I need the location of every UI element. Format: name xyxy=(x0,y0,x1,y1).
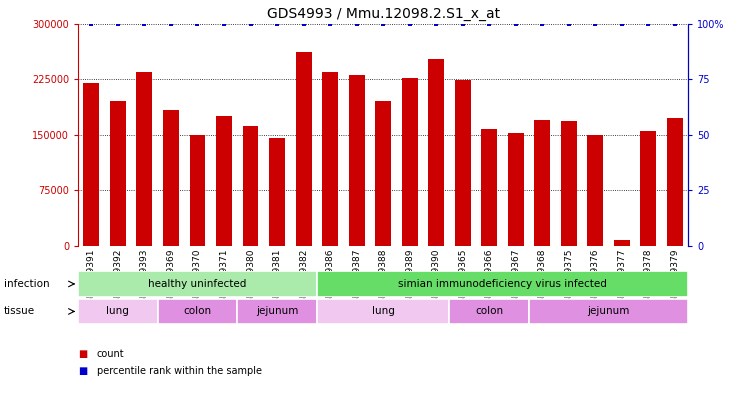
Point xyxy=(138,20,150,27)
Text: lung: lung xyxy=(106,307,129,316)
Bar xyxy=(317,299,449,324)
Text: tissue: tissue xyxy=(4,307,35,316)
Point xyxy=(404,20,416,27)
Text: jejunum: jejunum xyxy=(256,307,298,316)
Point xyxy=(377,20,389,27)
Bar xyxy=(158,299,237,324)
Bar xyxy=(295,52,312,246)
Bar xyxy=(110,101,126,246)
Bar xyxy=(190,134,205,246)
Bar xyxy=(136,72,153,246)
Bar xyxy=(216,116,232,246)
Point xyxy=(616,20,628,27)
Point xyxy=(589,20,601,27)
Bar xyxy=(243,126,258,246)
Bar xyxy=(614,241,630,246)
Bar xyxy=(163,110,179,246)
Text: ■: ■ xyxy=(78,366,87,376)
Point xyxy=(86,20,97,27)
Text: count: count xyxy=(97,349,124,359)
Point xyxy=(350,20,362,27)
Bar xyxy=(375,101,391,246)
Point xyxy=(165,20,177,27)
Point xyxy=(510,20,522,27)
Point xyxy=(112,20,124,27)
Bar xyxy=(534,120,551,246)
Bar xyxy=(317,271,688,297)
Point xyxy=(271,20,283,27)
Point xyxy=(245,20,257,27)
Bar xyxy=(641,131,656,246)
Point xyxy=(324,20,336,27)
Point xyxy=(430,20,442,27)
Bar xyxy=(529,299,688,324)
Bar xyxy=(455,80,471,246)
Bar xyxy=(78,271,317,297)
Point xyxy=(218,20,230,27)
Title: GDS4993 / Mmu.12098.2.S1_x_at: GDS4993 / Mmu.12098.2.S1_x_at xyxy=(266,7,500,21)
Bar xyxy=(322,72,338,246)
Point xyxy=(643,20,655,27)
Bar xyxy=(269,138,285,246)
Text: healthy uninfected: healthy uninfected xyxy=(148,279,247,289)
Point xyxy=(536,20,548,27)
Text: lung: lung xyxy=(372,307,394,316)
Bar xyxy=(429,59,444,246)
Bar xyxy=(449,299,529,324)
Bar xyxy=(667,118,683,246)
Bar xyxy=(508,133,524,246)
Point xyxy=(484,20,496,27)
Bar xyxy=(402,77,417,246)
Bar xyxy=(561,121,577,246)
Text: colon: colon xyxy=(184,307,211,316)
Point xyxy=(669,20,681,27)
Text: colon: colon xyxy=(475,307,504,316)
Bar xyxy=(237,299,317,324)
Point xyxy=(563,20,575,27)
Text: percentile rank within the sample: percentile rank within the sample xyxy=(97,366,262,376)
Point xyxy=(191,20,203,27)
Text: jejunum: jejunum xyxy=(588,307,630,316)
Text: simian immunodeficiency virus infected: simian immunodeficiency virus infected xyxy=(398,279,607,289)
Point xyxy=(298,20,310,27)
Bar xyxy=(83,83,100,246)
Point xyxy=(457,20,469,27)
Bar xyxy=(481,129,497,246)
Bar xyxy=(588,134,603,246)
Bar xyxy=(78,299,158,324)
Text: ■: ■ xyxy=(78,349,87,359)
Text: infection: infection xyxy=(4,279,49,289)
Bar xyxy=(349,75,365,246)
